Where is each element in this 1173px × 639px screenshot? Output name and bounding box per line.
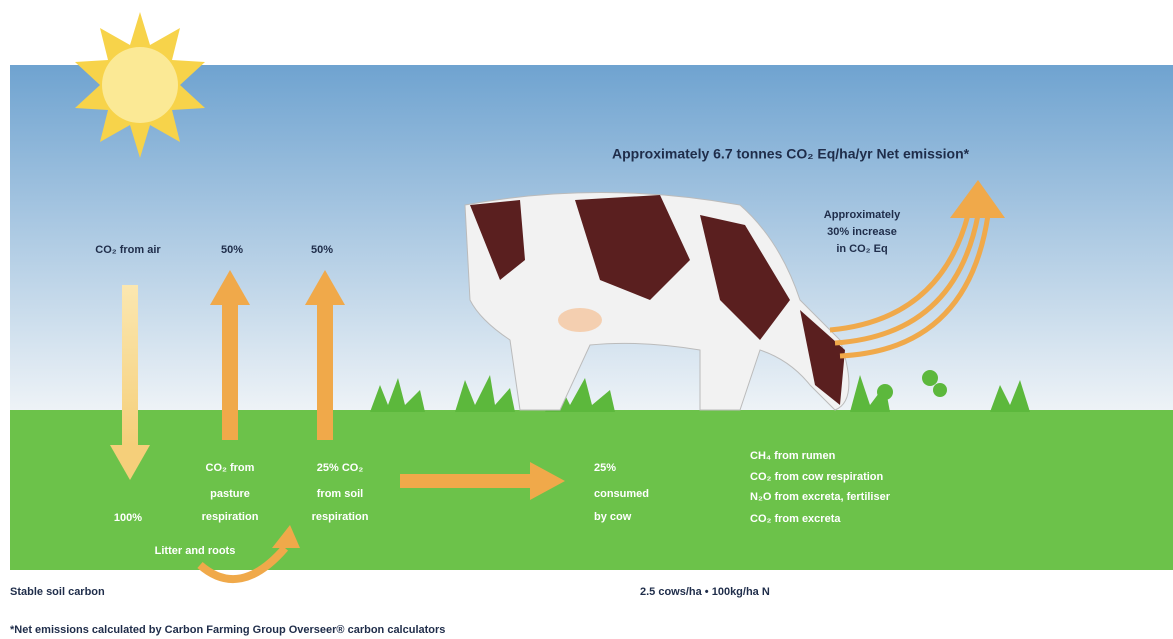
increase-note: in CO₂ Eq xyxy=(836,243,887,255)
stocking-label: 2.5 cows/ha • 100kg/ha N xyxy=(640,586,770,598)
air-share: 100% xyxy=(114,512,142,524)
soil-respiration: respiration xyxy=(312,511,369,523)
pasture-respiration: pasture xyxy=(210,488,250,500)
cow xyxy=(464,192,850,411)
increase-note: Approximately xyxy=(824,209,901,221)
soil-respiration: 25% CO₂ xyxy=(317,462,364,474)
grass-tufts xyxy=(370,370,1030,412)
consumed-by-cow: 25% xyxy=(594,462,616,474)
arrow-head xyxy=(950,180,1005,218)
net-emission-label: Approximately 6.7 tonnes CO₂ Eq/ha/yr Ne… xyxy=(612,146,970,162)
cow-source: CO₂ from cow respiration xyxy=(750,471,884,483)
consumed-by-cow: by cow xyxy=(594,511,632,523)
pasture-respiration: respiration xyxy=(202,511,259,523)
cow-source: CO₂ from excreta xyxy=(750,513,841,525)
cow-source: CH₄ from rumen xyxy=(750,450,836,462)
pasture-share: 50% xyxy=(221,244,243,256)
increase-note: 30% increase xyxy=(827,226,897,238)
litter-label: Litter and roots xyxy=(155,545,236,557)
cow-source: N₂O from excreta, fertiliser xyxy=(750,491,891,503)
soil-share: 50% xyxy=(311,244,333,256)
flow-arrows xyxy=(110,270,565,583)
sun xyxy=(75,12,205,158)
soil-respiration: from soil xyxy=(317,488,363,500)
pasture-ground xyxy=(10,410,1173,570)
stable-soil-label: Stable soil carbon xyxy=(10,586,105,598)
co2-from-air: CO₂ from air xyxy=(95,244,161,256)
consumed-by-cow: consumed xyxy=(594,488,649,500)
pasture-respiration: CO₂ from xyxy=(206,462,255,474)
footnote: *Net emissions calculated by Carbon Farm… xyxy=(10,624,445,636)
up-right-arrows xyxy=(829,214,991,359)
